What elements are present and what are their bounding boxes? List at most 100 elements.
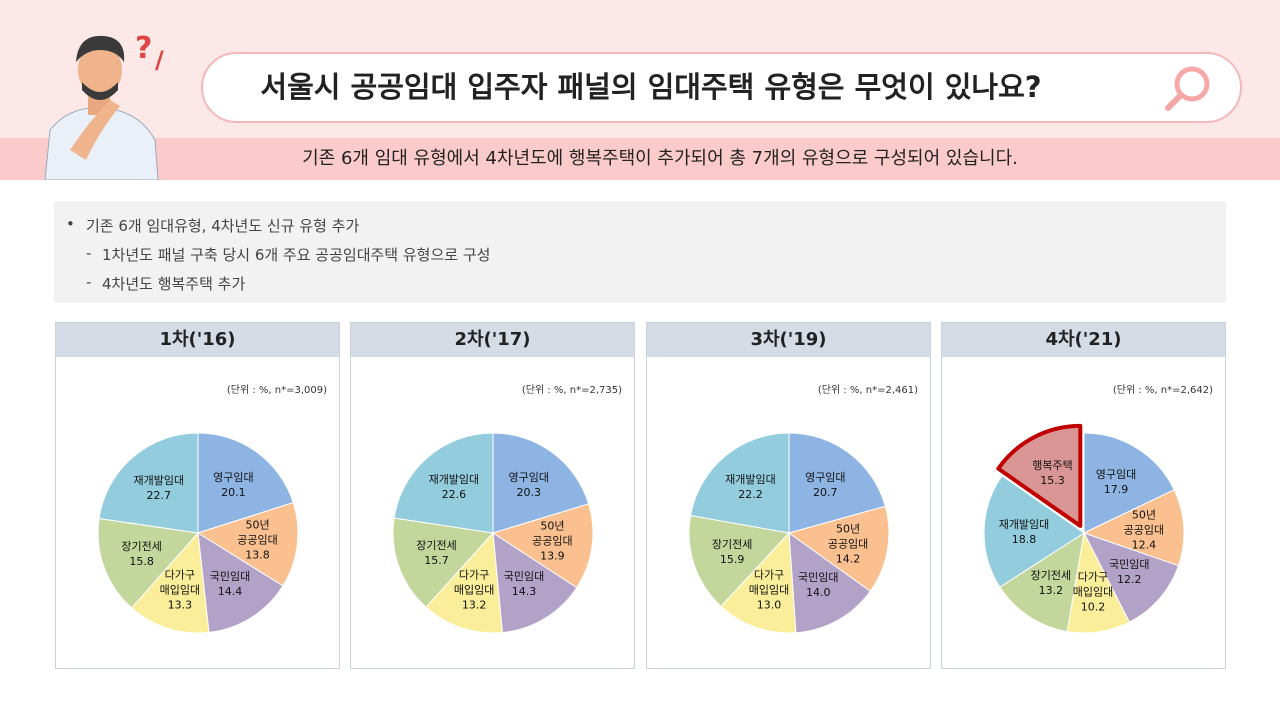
slice-label: 50년 공공임대 14.2 [828,521,868,566]
chart-unit-note: (단위 : %, n*=2,642) [1112,385,1213,396]
slice-value: 22.2 [738,488,763,501]
subtitle-band [0,138,1280,180]
slice-label: 영구임대 20.1 [213,470,253,500]
slice-label: 다가구 매입임대 13.2 [454,567,494,612]
question-mark: ? [135,31,152,66]
slice-category: 장기전세 [121,539,162,553]
slice-category: 장기전세 [416,539,457,553]
pie-slice [425,531,503,634]
slice-value: 15.7 [424,554,449,568]
chart-panel: 1차('16) (단위 : %, n*=3,009) 영구임대 20.1 50년 공공임… [55,322,340,669]
pie-slice [996,423,1083,528]
slice-value: 13.3 [167,598,193,612]
slice-category: 국민임대 [209,569,251,583]
slice-label: 국민임대 14.0 [798,570,838,600]
pie-slice [788,432,886,534]
slice-label: 국민임대 14.3 [504,569,544,599]
chart-title: 1차('16) [56,323,339,357]
pie-slice [788,531,871,634]
pie-slice [491,503,594,589]
pie-slice [98,432,199,534]
slice-label: 장기전세 15.7 [416,538,456,568]
notes-box: • 기존 6개 임대유형, 4차년도 신규 유형 추가 - 1차년도 패널 구축… [54,201,1226,303]
slice-value: 10.2 [1080,600,1106,614]
slice-label: 장기전세 15.8 [121,539,161,569]
slice-value: 12.2 [1116,573,1142,587]
slice-label: 재개발임대 22.7 [133,473,184,503]
pie-slice [999,531,1085,633]
chart-title: 4차('21) [942,323,1225,357]
pie-slice [720,531,797,634]
slice-value: 20.1 [221,485,246,499]
note-item: 4차년도 행복주택 추가 [102,275,246,293]
slice-value: 13.2 [461,598,487,612]
slice-label: 50년 공공임대 13.8 [237,518,277,563]
slice-value: 15.3 [1040,473,1065,487]
slice-category: 다가구 매입임대 [1072,570,1114,599]
slice-category: 재개발임대 [725,473,776,486]
slice-label: 국민임대 12.2 [1109,557,1149,587]
pie-slice [1082,489,1185,567]
slice-category: 다가구 매입임대 [159,568,201,597]
pie [392,432,594,634]
pie-slice [787,505,890,592]
slice-value: 22.6 [441,488,467,502]
pie [688,432,890,634]
pie [97,432,299,634]
pie-slice [197,432,294,534]
slice-category: 국민임대 [503,570,545,584]
dash: - [86,244,92,262]
slice-category: 50년 공공임대 [827,522,869,550]
page-title: 서울시 공공임대 입주자 패널의 임대주택 유형은 무엇이 있나요? [260,70,1042,104]
chart-title: 3차('19) [647,323,930,357]
slice-value: 13.0 [756,598,782,612]
slice-category: 50년 공공임대 [532,519,573,548]
slice-value: 12.4 [1131,538,1157,552]
slice-value: 13.2 [1038,584,1064,598]
slice-label: 50년 공공임대 13.9 [532,519,572,564]
pie-slice [130,531,210,634]
pie-slice [1083,432,1175,534]
chart-unit-note: (단위 : %, n*=2,735) [521,385,622,396]
pie-slice [197,532,284,633]
slice-value: 14.0 [805,586,831,600]
slice-value: 18.8 [1011,532,1037,546]
slice-value: 17.9 [1103,483,1129,497]
chart-unit-note: (단위 : %, n*=3,009) [226,385,327,396]
slice-value: 13.9 [540,549,565,563]
slice-label: 재개발임대 22.6 [429,472,480,502]
pie-slice [1082,532,1180,623]
slice-value: 15.9 [719,553,745,567]
slice-label: 영구임대 20.7 [805,470,845,500]
pie-slice [393,432,494,534]
slice-value: 20.3 [516,485,541,499]
slice-value: 14.3 [511,585,537,599]
slice-label: 장기전세 15.9 [712,537,752,567]
pie-slice [97,517,199,609]
search-icon [1165,66,1210,111]
slice-category: 50년 공공임대 [237,518,278,547]
slice-category: 장기전세 [711,538,753,552]
slice-label: 다가구 매입임대 13.0 [749,567,789,612]
slice-label: 장기전세 13.2 [1031,568,1071,598]
slice-label: 영구임대 17.9 [1096,467,1136,497]
slice-label: 영구임대 20.3 [508,470,548,500]
slice-label: 다가구 매입임대 13.3 [160,568,200,613]
slice-category: 장기전세 [1030,569,1072,583]
slice-label: 국민임대 14.4 [210,569,250,599]
exclamation-mark: / [155,46,164,74]
slice-label: 행복주택 15.3 [1032,458,1072,488]
slice-category: 행복주택 [1032,458,1073,472]
pie-slice [983,475,1085,588]
pie-slice [689,432,790,534]
pie-slice [492,532,578,634]
slice-category: 영구임대 [805,471,846,485]
slice-value: 20.7 [813,486,838,500]
slice-value: 15.8 [129,554,154,568]
slice-category: 영구임대 [213,470,254,484]
slice-category: 영구임대 [1095,468,1137,482]
bullet-dot: • [66,215,75,233]
chart-title: 2차('17) [351,323,634,357]
slice-label: 다가구 매입임대 10.2 [1073,570,1113,615]
person-illustration: ? / [44,31,164,180]
